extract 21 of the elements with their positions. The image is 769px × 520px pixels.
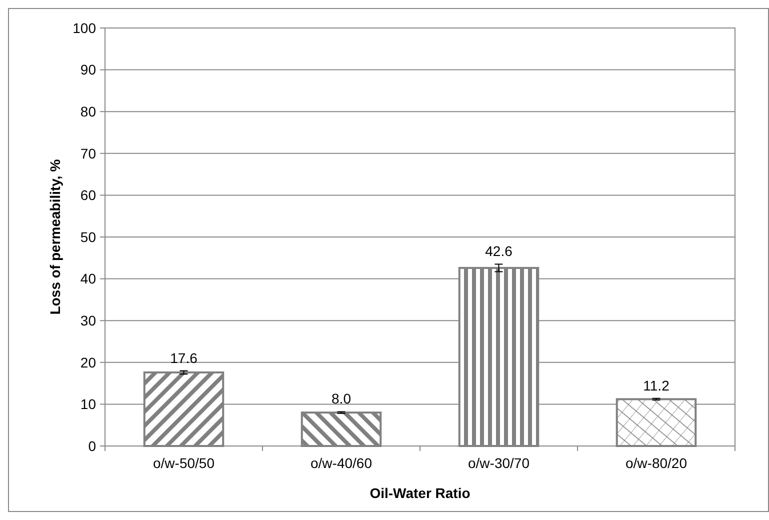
y-tick-label: 10 (80, 396, 96, 412)
x-tick-label: o/w-80/20 (626, 455, 688, 471)
x-tick-label: o/w-40/60 (310, 455, 372, 471)
data-label: 8.0 (332, 390, 352, 407)
x-axis-title: Oil-Water Ratio (370, 485, 470, 501)
y-tick-label: 40 (80, 270, 96, 287)
y-tick-label: 20 (80, 354, 96, 370)
data-label: 17.6 (170, 350, 198, 366)
y-tick-label: 80 (80, 104, 96, 120)
y-tick-label: 30 (80, 312, 96, 328)
y-tick-label: 0 (88, 438, 96, 454)
y-tick-label: 50 (80, 228, 96, 245)
data-label: 11.2 (643, 377, 670, 394)
y-axis-title: Loss of permeability, % (47, 158, 63, 315)
y-tick-label: 100 (72, 20, 96, 36)
x-tick-label: o/w-30/70 (468, 455, 530, 471)
y-tick-label: 70 (80, 145, 96, 162)
y-tick-label: 60 (80, 187, 96, 204)
y-tick-label: 90 (80, 62, 96, 78)
data-label: 42.6 (485, 243, 513, 260)
x-tick-label: o/w-50/50 (153, 455, 215, 471)
